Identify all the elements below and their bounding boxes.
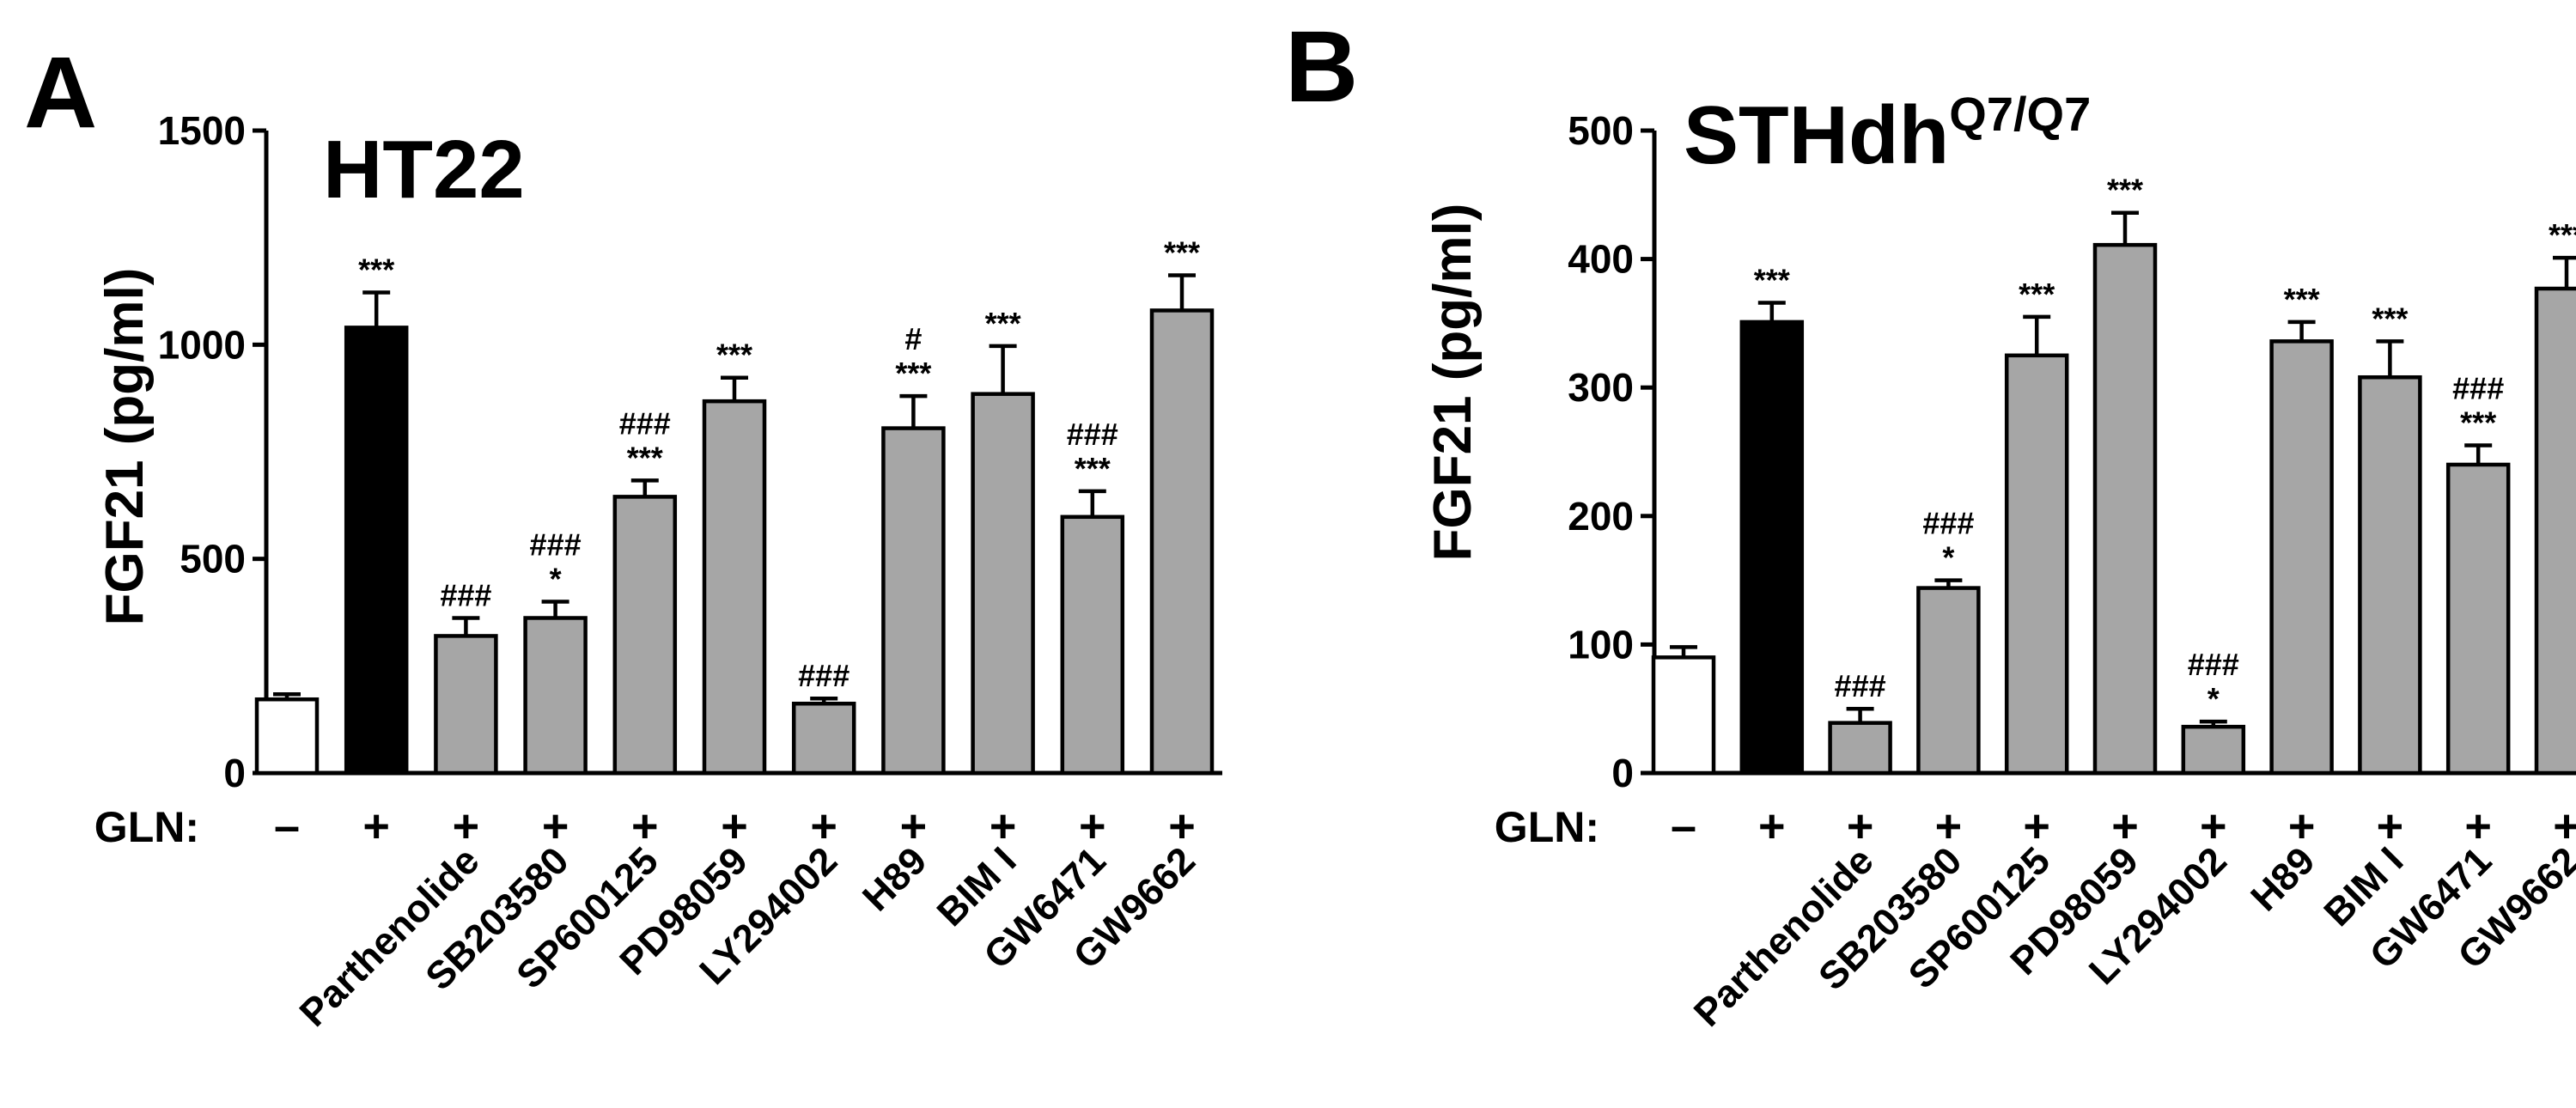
panel-b-significance-label: *** xyxy=(2019,277,2055,312)
panel-a-bar xyxy=(791,701,856,776)
panel-b-y-tick-label: 400 xyxy=(1568,237,1634,282)
panel-a-gln-sign: + xyxy=(453,801,480,852)
panel-b-bar xyxy=(1651,655,1716,776)
panel-a-y-axis-label: FGF21 (pg/ml) xyxy=(95,268,155,626)
panel-a-significance-label: *** xyxy=(358,252,394,287)
panel-b-gln-sign: + xyxy=(2023,801,2050,852)
panel-a-significance-label: # xyxy=(904,321,922,356)
panel-b-significance-label: *** xyxy=(2460,405,2496,441)
panel-a-significance-label: *** xyxy=(1164,235,1200,271)
panel-b-gln-sign: – xyxy=(1671,801,1696,852)
panel-a-bar xyxy=(523,616,588,776)
panel-a-gln-sign: + xyxy=(721,801,748,852)
panel-a-bar xyxy=(1060,514,1125,776)
panel-b-significance-label: * xyxy=(1942,540,1954,575)
panel-b-gln-sign: + xyxy=(2464,801,2492,852)
panel-a-gln-sign: + xyxy=(990,801,1017,852)
panel-a-gln-sign: + xyxy=(1168,801,1196,852)
panel-b-bar xyxy=(2092,242,2158,776)
panel-b-bar xyxy=(2445,462,2511,776)
panel-a-bar xyxy=(1149,308,1215,776)
panel-a-letter: A xyxy=(24,36,97,149)
panel-a-title: HT22 xyxy=(323,124,525,216)
panel-b-significance-label: *** xyxy=(2284,282,2320,317)
panel-b-y-tick-label: 500 xyxy=(1568,108,1634,153)
panel-b-y-tick-label: 200 xyxy=(1568,494,1634,539)
panel-b-gln-sign: + xyxy=(2288,801,2316,852)
panel-a-significance-label: *** xyxy=(627,440,663,475)
panel-a-y-tick-label: 0 xyxy=(223,751,246,795)
panel-a-gln-sign: + xyxy=(1079,801,1106,852)
panel-b-bar xyxy=(2358,374,2422,776)
panel-a-bar xyxy=(612,495,678,776)
panel-b-bar xyxy=(2181,724,2246,776)
panel-a-significance-label: ### xyxy=(798,658,850,693)
panel-b-significance-label: *** xyxy=(2549,217,2576,253)
panel-b-bar xyxy=(1739,320,1805,776)
panel-a-significance-label: *** xyxy=(985,306,1021,341)
panel-a-y-tick-label: 500 xyxy=(180,537,246,581)
panel-b-bar xyxy=(1916,586,1981,776)
panel-a: A HT22 FGF21 (pg/ml) GLN: 0 500 1000 1500 – *… xyxy=(24,36,1222,1035)
panel-a-gln-sign: + xyxy=(542,801,569,852)
panel-b-bar xyxy=(2534,286,2576,776)
panel-b-significance-label: *** xyxy=(2107,173,2143,208)
panel-a-gln-sign: – xyxy=(274,801,300,852)
panel-a-significance-label: ### xyxy=(619,405,671,441)
panel-a-y-tick-label: 1500 xyxy=(158,108,246,153)
panel-b: B STHdhQ7/Q7 FGF21 (pg/ml) GLN: 0 100 200 3… xyxy=(1285,10,2576,1035)
panel-b-significance-label: *** xyxy=(2372,301,2408,336)
panel-a-significance-label: ### xyxy=(440,577,491,612)
panel-b-significance-label: ### xyxy=(1835,668,1886,703)
panel-a-gln-label: GLN: xyxy=(94,803,199,851)
panel-b-gln-sign: + xyxy=(2111,801,2139,852)
panel-b-gln-sign: + xyxy=(2377,801,2404,852)
panel-a-bar xyxy=(434,634,498,776)
panel-b-bar xyxy=(1828,721,1892,776)
panel-b-gln-sign: + xyxy=(2200,801,2227,852)
panel-a-bar xyxy=(702,399,767,776)
panel-b-gln-label: GLN: xyxy=(1495,803,1599,851)
panel-b-marks: 0100200300400500–***+###+Parthenolide*##… xyxy=(1568,108,2576,1035)
panel-a-gln-sign: + xyxy=(362,801,390,852)
panel-b-significance-label: ### xyxy=(1922,506,1974,541)
panel-b-bar xyxy=(2269,339,2334,776)
panel-a-significance-label: ### xyxy=(1067,417,1118,452)
panel-b-y-tick-label: 300 xyxy=(1568,365,1634,410)
panel-a-gln-sign: + xyxy=(810,801,837,852)
panel-b-y-tick-label: 100 xyxy=(1568,622,1634,667)
panel-a-significance-label: ### xyxy=(530,527,582,563)
panel-b-title: STHdhQ7/Q7 xyxy=(1684,87,2091,181)
panel-b-significance-label: * xyxy=(2208,681,2220,716)
panel-a-significance-label: *** xyxy=(895,356,931,391)
panel-b-bar xyxy=(2004,353,2069,776)
panel-a-bar xyxy=(971,392,1035,776)
panel-a-gln-sign: + xyxy=(631,801,659,852)
panel-a-bar xyxy=(254,697,320,776)
panel-b-y-tick-label: 0 xyxy=(1611,751,1634,795)
panel-b-letter: B xyxy=(1285,10,1358,124)
panel-b-significance-label: ### xyxy=(2188,647,2239,682)
panel-a-significance-label: *** xyxy=(716,338,752,373)
panel-a-y-tick-label: 1000 xyxy=(158,322,246,367)
panel-a-bar xyxy=(344,326,409,776)
panel-b-gln-sign: + xyxy=(2553,801,2576,852)
panel-a-gln-sign: + xyxy=(900,801,928,852)
panel-b-gln-sign: + xyxy=(1935,801,1963,852)
panel-a-significance-label: *** xyxy=(1075,451,1111,486)
panel-b-significance-label: ### xyxy=(2452,371,2504,406)
panel-a-marks: 050010001500–***+###+Parthenolide*###+SB… xyxy=(158,108,1222,1035)
panel-b-gln-sign: + xyxy=(1758,801,1786,852)
panel-a-significance-label: * xyxy=(550,562,562,597)
panel-b-gln-sign: + xyxy=(1847,801,1874,852)
panel-a-bar xyxy=(881,426,946,776)
panel-b-y-axis-label: FGF21 (pg/ml) xyxy=(1423,204,1483,562)
panel-b-significance-label: *** xyxy=(1754,262,1790,297)
